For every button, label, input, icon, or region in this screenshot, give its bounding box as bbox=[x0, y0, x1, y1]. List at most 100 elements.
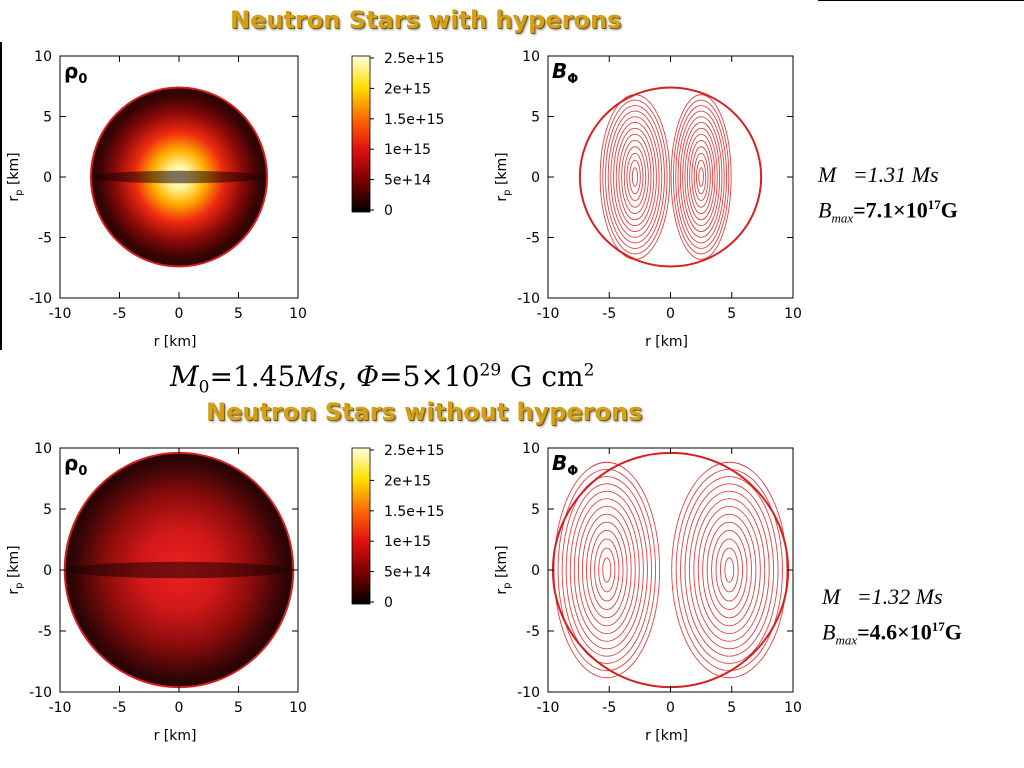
info-top-bmax-exp: 17 bbox=[927, 197, 941, 212]
info-bottom-b: B bbox=[822, 619, 836, 645]
field-contour bbox=[607, 110, 663, 244]
y-tick-label: 0 bbox=[43, 170, 52, 186]
y-tick-label: -5 bbox=[38, 624, 52, 640]
field-contour bbox=[594, 538, 620, 602]
field-contour bbox=[698, 167, 704, 187]
info-bottom-bmax-exp: 17 bbox=[931, 619, 945, 634]
y-tick-label: -5 bbox=[38, 231, 52, 247]
field-contour bbox=[621, 139, 649, 215]
right-frame-line bbox=[818, 0, 1024, 1]
field-contour bbox=[697, 505, 761, 635]
formula-phi-eq: =5×10 bbox=[379, 360, 480, 393]
field-contour bbox=[623, 146, 647, 208]
field-contour bbox=[684, 127, 718, 227]
title-with-hyperons: Neutron Stars with hyperons bbox=[230, 6, 622, 34]
b-phi-symbol: BΦ bbox=[552, 59, 578, 87]
x-tick-label: 5 bbox=[727, 306, 736, 322]
field-contour bbox=[724, 557, 735, 583]
x-tick-label: 5 bbox=[727, 700, 736, 716]
field-contour bbox=[631, 167, 639, 187]
field-contour bbox=[626, 152, 644, 202]
info-top-m: M bbox=[818, 162, 837, 187]
rho-symbol: ρ0 bbox=[64, 451, 87, 479]
formula-m-sub: 0 bbox=[198, 377, 210, 398]
star-surface bbox=[578, 86, 763, 268]
y-axis-label: rp [km] bbox=[6, 545, 25, 594]
formula-phi-unit: G cm bbox=[501, 360, 584, 393]
field-contour bbox=[675, 105, 727, 249]
info-top-bmax-value: =7.1×10 bbox=[853, 197, 928, 223]
field-contour bbox=[598, 547, 616, 593]
field-contour bbox=[573, 498, 640, 642]
field-contour bbox=[569, 490, 644, 650]
field-contour bbox=[680, 476, 779, 664]
x-tick-label: 10 bbox=[784, 306, 802, 322]
field-contour bbox=[679, 116, 723, 238]
field-contour bbox=[689, 139, 714, 215]
x-tick-label: 10 bbox=[289, 306, 307, 322]
field-contour bbox=[602, 557, 612, 583]
field-contour bbox=[686, 133, 716, 221]
formula-phi-exp: 29 bbox=[479, 360, 502, 381]
y-axis-label: rp [km] bbox=[494, 545, 513, 594]
y-tick-label: -5 bbox=[526, 231, 540, 247]
colorbar-tick-label: 2e+15 bbox=[384, 81, 431, 97]
colorbar-tick-label: 2.5e+15 bbox=[384, 51, 444, 67]
info-bottom-bmax-value: =4.6×10 bbox=[857, 619, 932, 645]
info-top: M =1.31 Ms Bmax=7.1×1017G bbox=[818, 160, 958, 234]
info-bottom-bmax: Bmax=4.6×1017G bbox=[822, 612, 962, 656]
y-tick-label: 0 bbox=[531, 170, 540, 186]
info-bottom-b-sub: max bbox=[835, 632, 858, 648]
colorbar-tick-label: 0 bbox=[384, 595, 393, 611]
field-contour bbox=[670, 94, 732, 260]
field-contour bbox=[696, 159, 707, 195]
x-tick-label: 5 bbox=[234, 700, 243, 716]
formula-m-eq: =1.45 bbox=[209, 360, 296, 393]
field-contour bbox=[684, 483, 775, 657]
y-tick-label: 5 bbox=[531, 110, 540, 126]
y-tick-label: 10 bbox=[34, 441, 52, 457]
field-contour bbox=[615, 127, 655, 227]
colorbar bbox=[351, 447, 371, 605]
y-tick-label: 10 bbox=[522, 49, 540, 65]
formula-sep: , bbox=[338, 360, 357, 393]
field-contour bbox=[586, 521, 628, 619]
y-tick-label: -10 bbox=[517, 685, 540, 701]
field-contour bbox=[629, 159, 641, 195]
field-contour bbox=[602, 99, 668, 255]
b-phi-symbol: BΦ bbox=[552, 451, 578, 479]
y-tick-label: 10 bbox=[34, 49, 52, 65]
x-tick-label: -10 bbox=[49, 306, 72, 322]
info-top-mass-value: =1.31 Ms bbox=[852, 162, 939, 187]
y-tick-label: 5 bbox=[531, 502, 540, 518]
info-top-bmax-unit: G bbox=[940, 197, 958, 223]
y-axis-label: rp [km] bbox=[494, 152, 513, 201]
x-tick-label: -10 bbox=[537, 700, 560, 716]
field-contour bbox=[565, 483, 648, 657]
plot-bottom-left: -10-10 -5 -5 0 0 5 5 10 10 r [km] rp [km] ρ0 2.5e+15… bbox=[6, 441, 444, 744]
left-frame-line bbox=[0, 42, 2, 350]
field-contour bbox=[682, 122, 721, 232]
plot-top-right: -10-10 -5 -5 0 0 5 5 10 10 r [km] rp [km] BΦ bbox=[494, 49, 802, 350]
y-tick-label: 0 bbox=[531, 563, 540, 579]
info-top-b-sub: max bbox=[831, 210, 854, 226]
x-tick-label: 0 bbox=[175, 306, 184, 322]
field-contour bbox=[693, 152, 709, 202]
colorbar-tick-label: 5e+14 bbox=[384, 565, 431, 581]
info-bottom: M =1.32 Ms Bmax=4.6×1017G bbox=[822, 582, 962, 656]
rho-symbol: ρ0 bbox=[64, 59, 87, 87]
x-axis-label: r [km] bbox=[645, 728, 688, 744]
y-tick-label: -10 bbox=[29, 685, 52, 701]
info-bottom-mass-value: =1.32 Ms bbox=[856, 584, 943, 609]
formula-line: M0=1.45Ms, Φ=5×1029 G cm2 bbox=[170, 360, 594, 398]
info-bottom-m: M bbox=[822, 584, 841, 609]
y-axis-label: rp [km] bbox=[6, 152, 25, 201]
colorbar bbox=[351, 55, 371, 213]
x-tick-label: -5 bbox=[113, 700, 127, 716]
x-tick-label: 5 bbox=[234, 306, 243, 322]
field-contour bbox=[715, 538, 744, 602]
plot-top-left: -10-10 -5 -5 0 0 5 5 10 10 r [km] rp [km] ρ0 2.5e+15… bbox=[6, 49, 444, 350]
star-surface bbox=[89, 86, 269, 268]
field-contour bbox=[613, 122, 657, 232]
x-axis-label: r [km] bbox=[154, 728, 197, 744]
